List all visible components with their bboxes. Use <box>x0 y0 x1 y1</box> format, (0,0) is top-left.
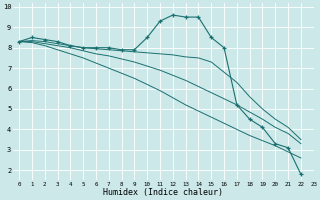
X-axis label: Humidex (Indice chaleur): Humidex (Indice chaleur) <box>103 188 223 197</box>
